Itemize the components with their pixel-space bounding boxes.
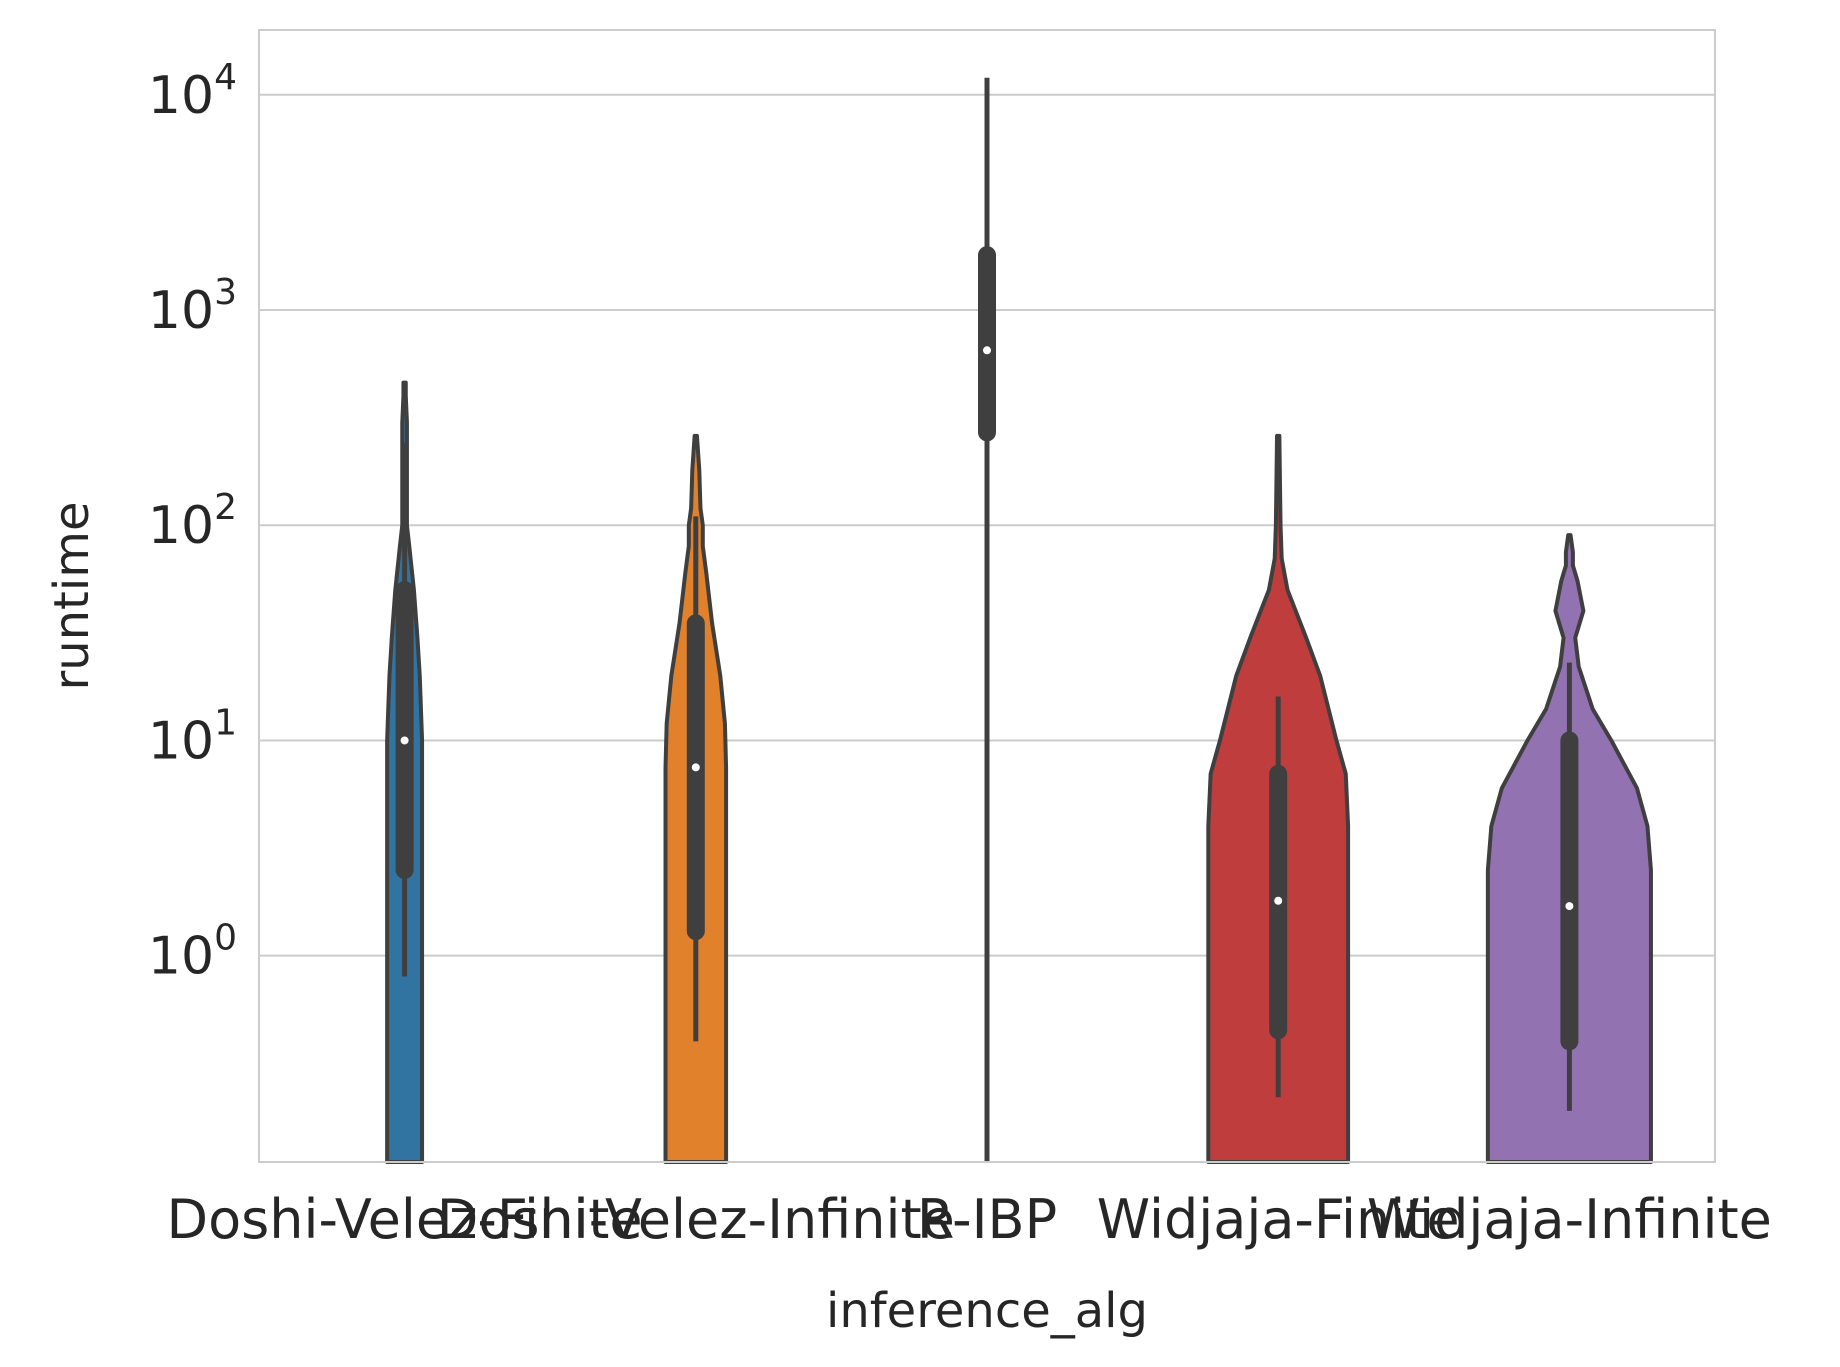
median-point <box>691 763 700 772</box>
y-tick-label: 103 <box>148 272 237 341</box>
x-tick-label: R-IBP <box>917 1188 1057 1251</box>
y-tick-label: 101 <box>148 702 237 771</box>
violin-widjaja-finite <box>1206 433 1351 1164</box>
violin-doshi-velez-infinite <box>663 433 729 1164</box>
x-tick-label: Widjaja-Finite <box>1097 1188 1460 1251</box>
median-point <box>400 736 409 745</box>
median-point <box>983 346 991 355</box>
y-axis-label: runtime <box>44 501 100 690</box>
y-tick-label: 102 <box>148 487 237 556</box>
x-tick-label: Doshi-Velez-Finite <box>167 1188 643 1251</box>
y-tick-label: 104 <box>148 57 237 126</box>
median-point <box>1274 896 1283 905</box>
violin-doshi-velez-finite <box>385 380 425 1164</box>
violin-r-ibp <box>978 77 996 1162</box>
plot-area-frame <box>258 29 1716 1163</box>
x-tick-label: Widjaja-Infinite <box>1367 1188 1772 1251</box>
violin-widjaja-infinite <box>1485 533 1653 1164</box>
y-tick-labels: 100 101 102 103 104 <box>148 57 237 987</box>
x-axis-label: inference_alg <box>826 1283 1148 1339</box>
x-tick-label: Doshi-Velez-Infinite <box>437 1188 955 1251</box>
y-tick-label: 100 <box>148 918 237 987</box>
median-point <box>1565 902 1574 911</box>
violins <box>385 77 1653 1164</box>
x-tick-labels: Doshi-Velez-FiniteDoshi-Velez-InfiniteR-… <box>167 1188 1772 1251</box>
